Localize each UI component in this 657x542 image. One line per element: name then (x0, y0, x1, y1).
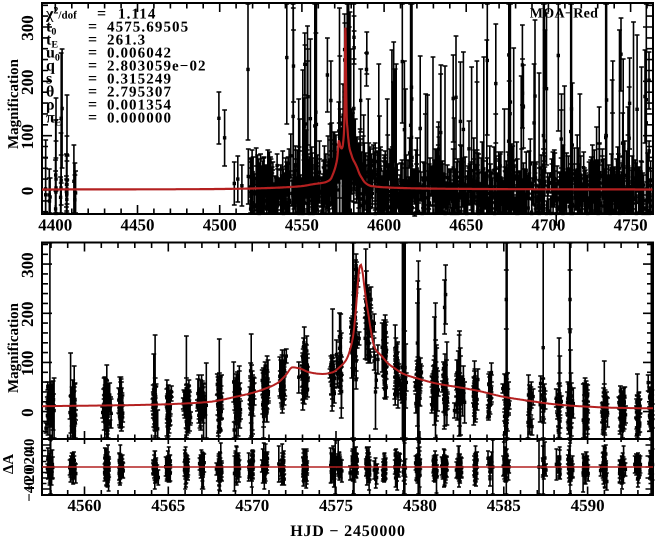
svg-text:4565: 4565 (151, 496, 185, 515)
svg-text:4580: 4580 (403, 496, 437, 515)
svg-text:4575.69505: 4575.69505 (107, 20, 189, 36)
svg-text:4750: 4750 (614, 216, 648, 235)
svg-text:0.006042: 0.006042 (107, 46, 172, 62)
svg-text:=: = (88, 45, 97, 62)
svg-text:200: 200 (18, 302, 37, 328)
svg-text:100: 100 (18, 124, 37, 150)
svg-text:261.3: 261.3 (107, 33, 146, 49)
svg-text:ρ: ρ (46, 97, 55, 114)
svg-text:4650: 4650 (449, 216, 483, 235)
svg-text:χ2/dof: χ2/dof (45, 6, 77, 23)
svg-text:200: 200 (18, 70, 37, 96)
svg-text:0: 0 (18, 187, 37, 196)
svg-text:4570: 4570 (235, 496, 269, 515)
svg-text:300: 300 (18, 15, 37, 41)
svg-text:−40: −40 (22, 478, 38, 502)
svg-text:−20: −20 (22, 467, 38, 491)
svg-text:4500: 4500 (203, 216, 237, 235)
svg-text:=: = (88, 19, 97, 36)
svg-text:40: 40 (22, 439, 38, 454)
svg-text:4550: 4550 (285, 216, 319, 235)
svg-text:0: 0 (22, 464, 38, 472)
svg-text:20: 20 (22, 450, 38, 465)
svg-text:4585: 4585 (487, 496, 521, 515)
svg-text:θ: θ (46, 84, 54, 101)
svg-text:300: 300 (18, 252, 37, 278)
svg-text:4560: 4560 (68, 496, 102, 515)
svg-text:s: s (46, 71, 52, 88)
svg-text:q: q (46, 58, 55, 75)
svg-text:100: 100 (18, 351, 37, 377)
svg-text:4600: 4600 (367, 216, 401, 235)
svg-text:2.795307: 2.795307 (107, 85, 172, 101)
svg-text:=: = (97, 6, 106, 23)
svg-text:2.803059e−02: 2.803059e−02 (107, 59, 207, 75)
svg-text:=: = (88, 97, 97, 114)
svg-text:=: = (88, 58, 97, 75)
svg-text:HJD − 2450000: HJD − 2450000 (290, 523, 406, 540)
svg-text:4575: 4575 (319, 496, 353, 515)
svg-text:=: = (88, 71, 97, 88)
svg-text:Magnification: Magnification (6, 302, 22, 393)
svg-text:4700: 4700 (531, 216, 565, 235)
svg-text:0.001354: 0.001354 (107, 98, 172, 114)
svg-text:0.315249: 0.315249 (107, 72, 172, 88)
svg-text:4450: 4450 (121, 216, 155, 235)
svg-text:4590: 4590 (571, 496, 605, 515)
svg-text:=: = (88, 32, 97, 49)
svg-text:=: = (88, 84, 97, 101)
svg-text:t0: t0 (46, 19, 56, 38)
svg-text:Magnification: Magnification (6, 58, 22, 149)
svg-text:4400: 4400 (38, 216, 72, 235)
svg-text:=: = (88, 110, 97, 127)
svg-text:1.114: 1.114 (118, 7, 156, 23)
svg-text:0: 0 (18, 408, 37, 417)
svg-text:ΔA: ΔA (1, 454, 17, 474)
svg-text:0.000000: 0.000000 (107, 111, 172, 127)
svg-text:MOA−Red: MOA−Red (530, 7, 598, 22)
